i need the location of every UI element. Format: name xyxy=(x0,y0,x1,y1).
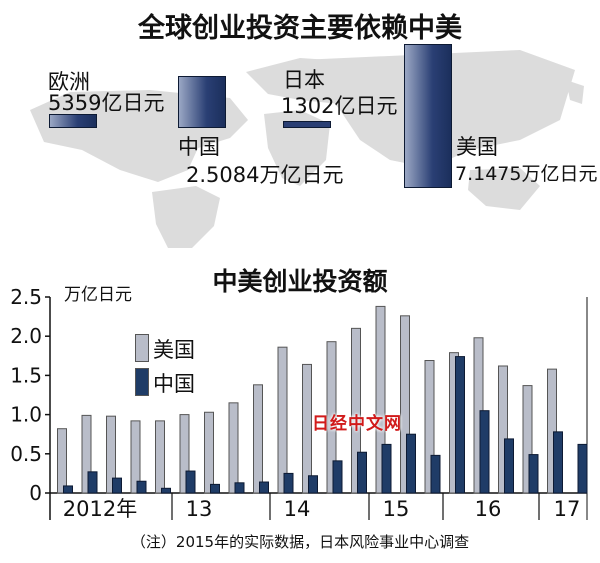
bar-china xyxy=(283,472,294,494)
bar-china xyxy=(430,454,441,494)
bar-usa xyxy=(547,368,557,494)
legend-swatch-china xyxy=(135,368,149,396)
y-tick-label: 1.5 xyxy=(10,363,42,387)
label-europe-region: 欧洲 xyxy=(48,70,90,94)
x-tick-label: 14 xyxy=(284,497,311,521)
label-japan-region: 日本 xyxy=(283,68,325,92)
bar-usa xyxy=(351,327,361,494)
x-tick-label: 17 xyxy=(554,497,581,521)
bar-china xyxy=(178,76,226,128)
bar-china xyxy=(332,460,343,494)
bar-usa xyxy=(130,420,141,494)
bar-china xyxy=(479,410,490,494)
bar-usa xyxy=(522,385,533,494)
legend-swatch-usa xyxy=(135,334,149,362)
bar-china xyxy=(161,487,171,494)
bar-china xyxy=(528,454,539,494)
bar-usa xyxy=(375,305,386,494)
footnote: （注）2015年的实际数据，日本风险事业中心调查 xyxy=(130,533,470,551)
bar-usa xyxy=(400,315,410,494)
bar-usa xyxy=(302,363,312,494)
bar-usa xyxy=(424,360,435,494)
y-tick-label: 0 xyxy=(29,481,42,505)
bar-usa xyxy=(179,414,190,494)
bar-china xyxy=(63,485,73,494)
bar-usa xyxy=(277,346,288,494)
bar-usa xyxy=(498,365,508,494)
y-axis-unit-label: 万亿日元 xyxy=(64,285,132,305)
label-china-amount: 2.5084万亿日元 xyxy=(186,163,344,187)
bar-china xyxy=(455,356,465,494)
y-tick-label: 2.0 xyxy=(10,324,42,348)
y-tick-label: 1.0 xyxy=(10,403,42,427)
bar-china xyxy=(136,480,147,494)
bar-usa xyxy=(326,341,337,494)
bar-china xyxy=(210,483,220,494)
bar-china xyxy=(553,431,563,494)
legend-label-china: 中国 xyxy=(153,372,195,396)
bar-china xyxy=(112,477,122,494)
bar-china xyxy=(185,470,196,494)
bar-china xyxy=(504,438,514,494)
bar-usa xyxy=(204,411,214,494)
bar-china xyxy=(87,471,98,494)
label-europe-amount: 5359亿日元 xyxy=(48,91,165,115)
bar-japan xyxy=(283,121,331,128)
bar-usa xyxy=(106,415,116,494)
chart-title: 中美创业投资额 xyxy=(212,267,388,296)
legend-label-usa: 美国 xyxy=(153,338,195,362)
label-usa-amount: 7.1475万亿日元 xyxy=(455,163,598,185)
bar-china xyxy=(381,443,392,494)
x-tick-label: 13 xyxy=(186,497,213,521)
bar-china xyxy=(308,475,318,494)
bar-usa xyxy=(404,44,452,188)
bar-europe xyxy=(49,114,97,128)
bar-usa xyxy=(81,414,92,494)
bar-usa xyxy=(155,420,165,494)
label-usa-region: 美国 xyxy=(456,135,498,159)
watermark: 日经中文网 xyxy=(312,414,402,434)
x-tick-label: 2012年 xyxy=(63,497,137,521)
bar-usa xyxy=(253,384,263,494)
bar-china xyxy=(406,433,416,494)
label-japan-amount: 1302亿日元 xyxy=(281,94,398,118)
bar-china xyxy=(357,451,367,494)
bar-usa xyxy=(228,402,239,494)
x-tick-label: 15 xyxy=(383,497,410,521)
y-tick-label: 2.5 xyxy=(10,285,42,309)
bar-usa xyxy=(57,428,67,494)
x-tick-label: 16 xyxy=(475,497,502,521)
bar-china xyxy=(259,481,269,494)
bar-china xyxy=(234,482,245,494)
infographic-title: 全球创业投资主要依赖中美 xyxy=(138,13,462,44)
label-china-region: 中国 xyxy=(178,135,220,159)
bar-china xyxy=(577,443,588,494)
y-tick-label: 0.5 xyxy=(10,442,42,466)
